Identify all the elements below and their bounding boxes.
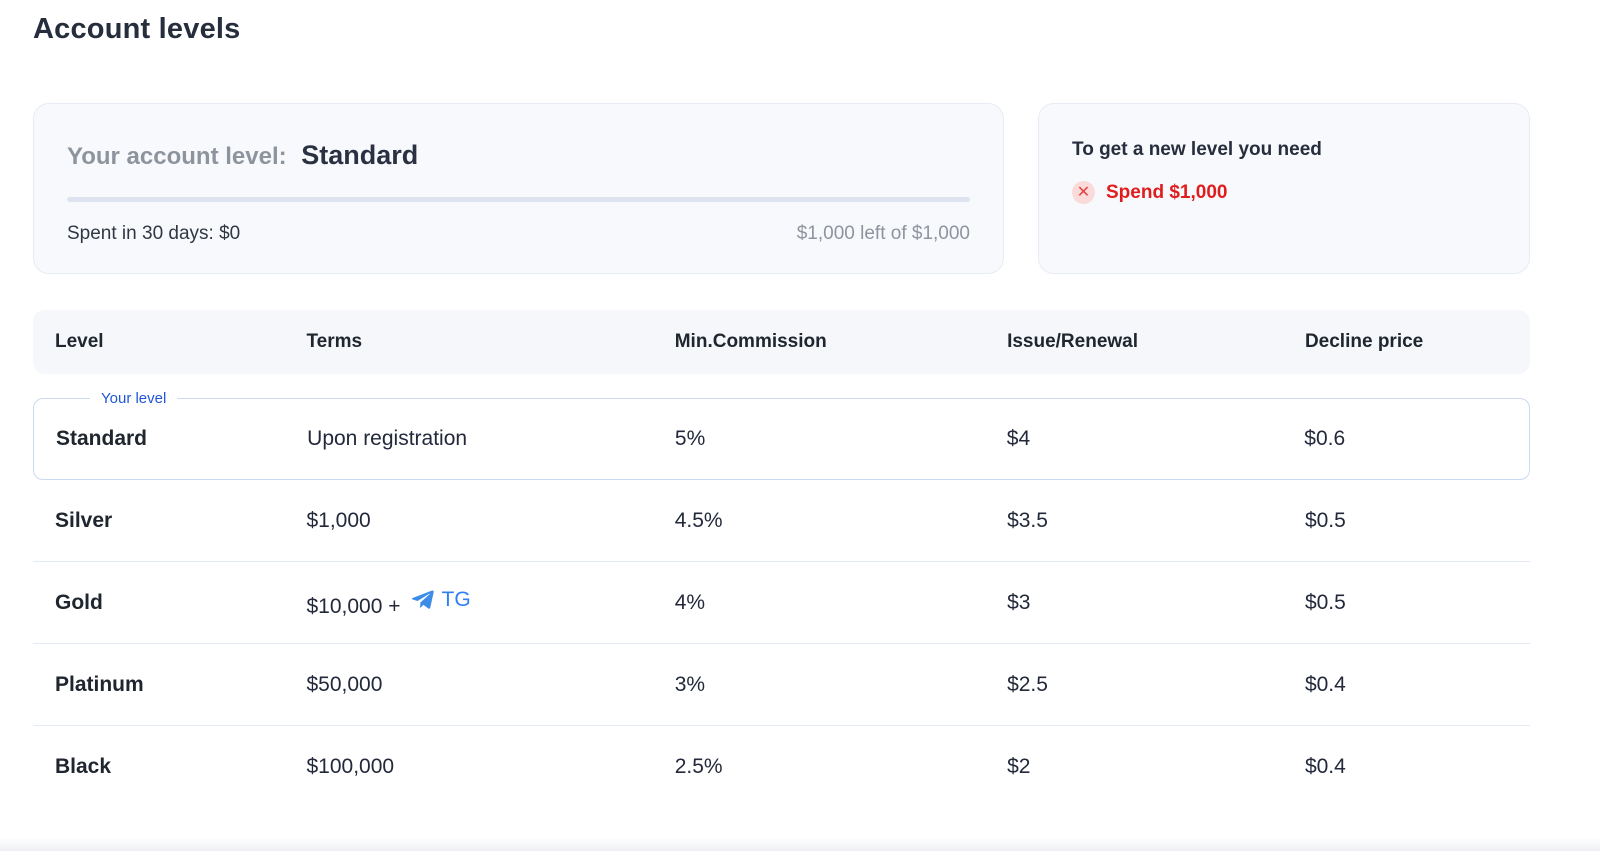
level-name: Silver	[55, 508, 113, 532]
table-row: Gold $10,000 + TG 4% $3 $0.5	[33, 562, 1530, 644]
issue-renewal-value: $3.5	[1007, 508, 1048, 532]
terms-value: $1,000	[306, 508, 371, 532]
levels-table: Level Terms Min.Commission Issue/Renewal…	[33, 310, 1530, 808]
tg-label: TG	[441, 587, 471, 611]
table-row: Platinum $50,000 3% $2.5 $0.4	[33, 644, 1530, 726]
account-level-card: Your account level: Standard Spent in 30…	[33, 103, 1004, 274]
column-header-level: Level	[55, 331, 104, 352]
spend-progress-bar	[67, 197, 970, 202]
decline-price-value: $0.5	[1304, 508, 1346, 532]
summary-cards-row: Your account level: Standard Spent in 30…	[33, 103, 1530, 274]
telegram-icon	[411, 589, 434, 609]
requirement-text: Spend $1,000	[1106, 181, 1228, 203]
level-name: Gold	[55, 590, 103, 614]
remaining-label: $1,000 left of $1,000	[796, 223, 970, 244]
terms-value: $50,000	[306, 672, 383, 696]
current-level-row-highlight: Your level Standard Upon registration 5%…	[33, 389, 1530, 480]
decline-price-value: $0.4	[1304, 672, 1346, 696]
issue-renewal-value: $3	[1007, 590, 1031, 614]
decline-price-value: $0.4	[1304, 755, 1346, 778]
x-circle-icon: ✕	[1072, 181, 1095, 204]
page-title: Account levels	[33, 13, 241, 45]
column-header-terms: Terms	[306, 331, 363, 352]
terms-value: $10,000 + TG	[284, 587, 652, 619]
next-section-edge	[0, 839, 1600, 851]
decline-price-value: $0.6	[1304, 427, 1346, 450]
account-level-value: Standard	[301, 140, 419, 170]
terms-text: $10,000 +	[306, 594, 401, 618]
commission-value: 4.5%	[674, 508, 723, 532]
telegram-link[interactable]: TG	[410, 587, 471, 613]
account-level-label: Your account level:	[67, 143, 287, 170]
commission-value: 5%	[674, 427, 706, 450]
next-level-card: To get a new level you need ✕ Spend $1,0…	[1038, 103, 1530, 274]
issue-renewal-value: $2.5	[1007, 672, 1048, 696]
level-name: Black	[55, 755, 112, 778]
account-level-line: Your account level: Standard	[67, 140, 970, 171]
next-level-title: To get a new level you need	[1072, 139, 1322, 160]
commission-value: 2.5%	[674, 755, 723, 778]
next-level-requirement: ✕ Spend $1,000	[1072, 181, 1496, 204]
decline-price-value: $0.5	[1304, 590, 1346, 614]
table-header-row: Level Terms Min.Commission Issue/Renewal…	[33, 310, 1530, 374]
table-row: Silver $1,000 4.5% $3.5 $0.5	[33, 480, 1530, 562]
column-header-decline-price: Decline price	[1304, 331, 1424, 352]
spent-label: Spent in 30 days: $0	[67, 223, 241, 244]
terms-value: Upon registration	[307, 427, 468, 450]
level-name: Platinum	[55, 672, 144, 696]
table-row: Black $100,000 2.5% $2 $0.4	[33, 726, 1530, 808]
issue-renewal-value: $4	[1006, 427, 1031, 450]
commission-value: 3%	[674, 672, 706, 696]
spent-summary-row: Spent in 30 days: $0 $1,000 left of $1,0…	[67, 223, 970, 245]
terms-value: $100,000	[306, 755, 395, 778]
level-name: Standard	[56, 427, 148, 450]
issue-renewal-value: $2	[1007, 755, 1031, 778]
column-header-commission: Min.Commission	[674, 331, 827, 352]
column-header-issue-renewal: Issue/Renewal	[1007, 331, 1139, 352]
your-level-badge: Your level	[90, 389, 178, 409]
commission-value: 4%	[674, 590, 706, 614]
table-row: Standard Upon registration 5% $4 $0.6	[34, 399, 1529, 479]
